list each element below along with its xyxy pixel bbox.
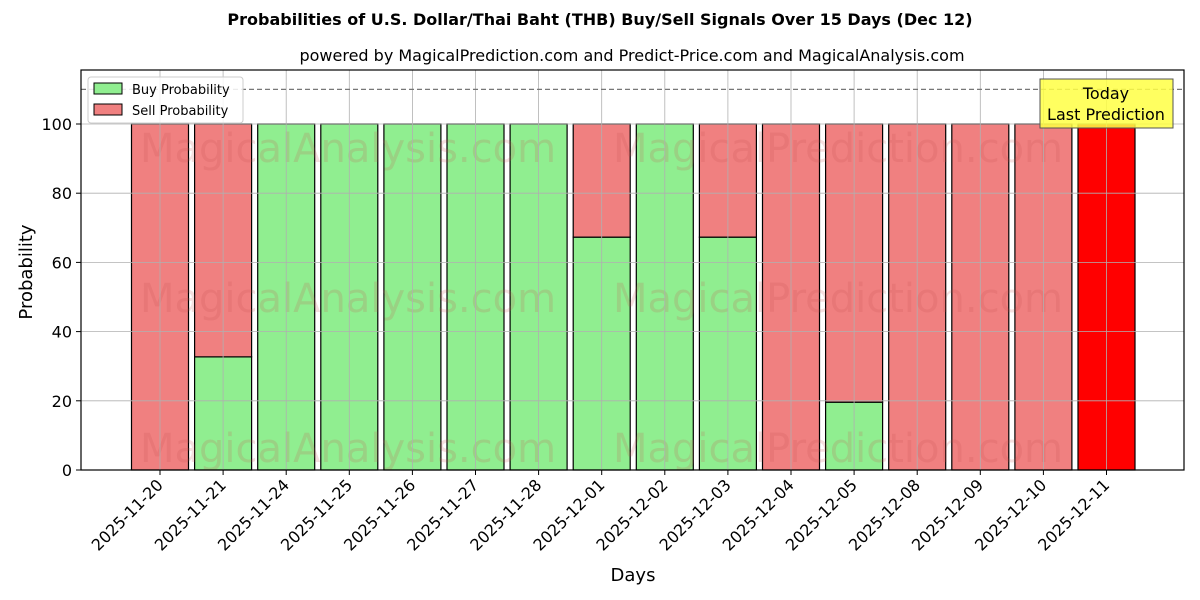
watermark: MagicalAnalysis.com <box>140 126 556 172</box>
today-annotation-line2: Last Prediction <box>1047 105 1165 124</box>
y-tick-label: 40 <box>52 323 72 342</box>
legend-sell-swatch <box>93 103 123 116</box>
x-axis-label: Days <box>611 565 656 586</box>
legend-buy-swatch <box>93 82 123 95</box>
watermark: MagicalPrediction.com <box>613 126 1063 172</box>
watermark: MagicalPrediction.com <box>613 276 1063 322</box>
today-annotation-box <box>1039 78 1174 129</box>
legend-sell-label: Sell Probability <box>132 104 229 119</box>
y-tick-label: 100 <box>41 115 72 134</box>
y-tick-label: 60 <box>52 253 72 272</box>
watermark: MagicalPrediction.com <box>613 426 1063 472</box>
today-annotation-line1: Today <box>1082 84 1129 103</box>
y-tick-label: 80 <box>52 184 72 203</box>
y-tick-label: 20 <box>52 392 72 411</box>
chart-subtitle: powered by MagicalPrediction.com and Pre… <box>299 46 965 65</box>
y-axis-label: Probability <box>16 224 37 319</box>
y-tick-label: 0 <box>62 461 72 480</box>
legend-buy-label: Buy Probability <box>132 83 230 98</box>
plot-frame <box>80 69 1185 471</box>
watermark: MagicalAnalysis.com <box>140 276 556 322</box>
legend-box <box>87 76 244 124</box>
watermark: MagicalAnalysis.com <box>140 426 556 472</box>
chart-title: Probabilities of U.S. Dollar/Thai Baht (… <box>227 10 973 29</box>
